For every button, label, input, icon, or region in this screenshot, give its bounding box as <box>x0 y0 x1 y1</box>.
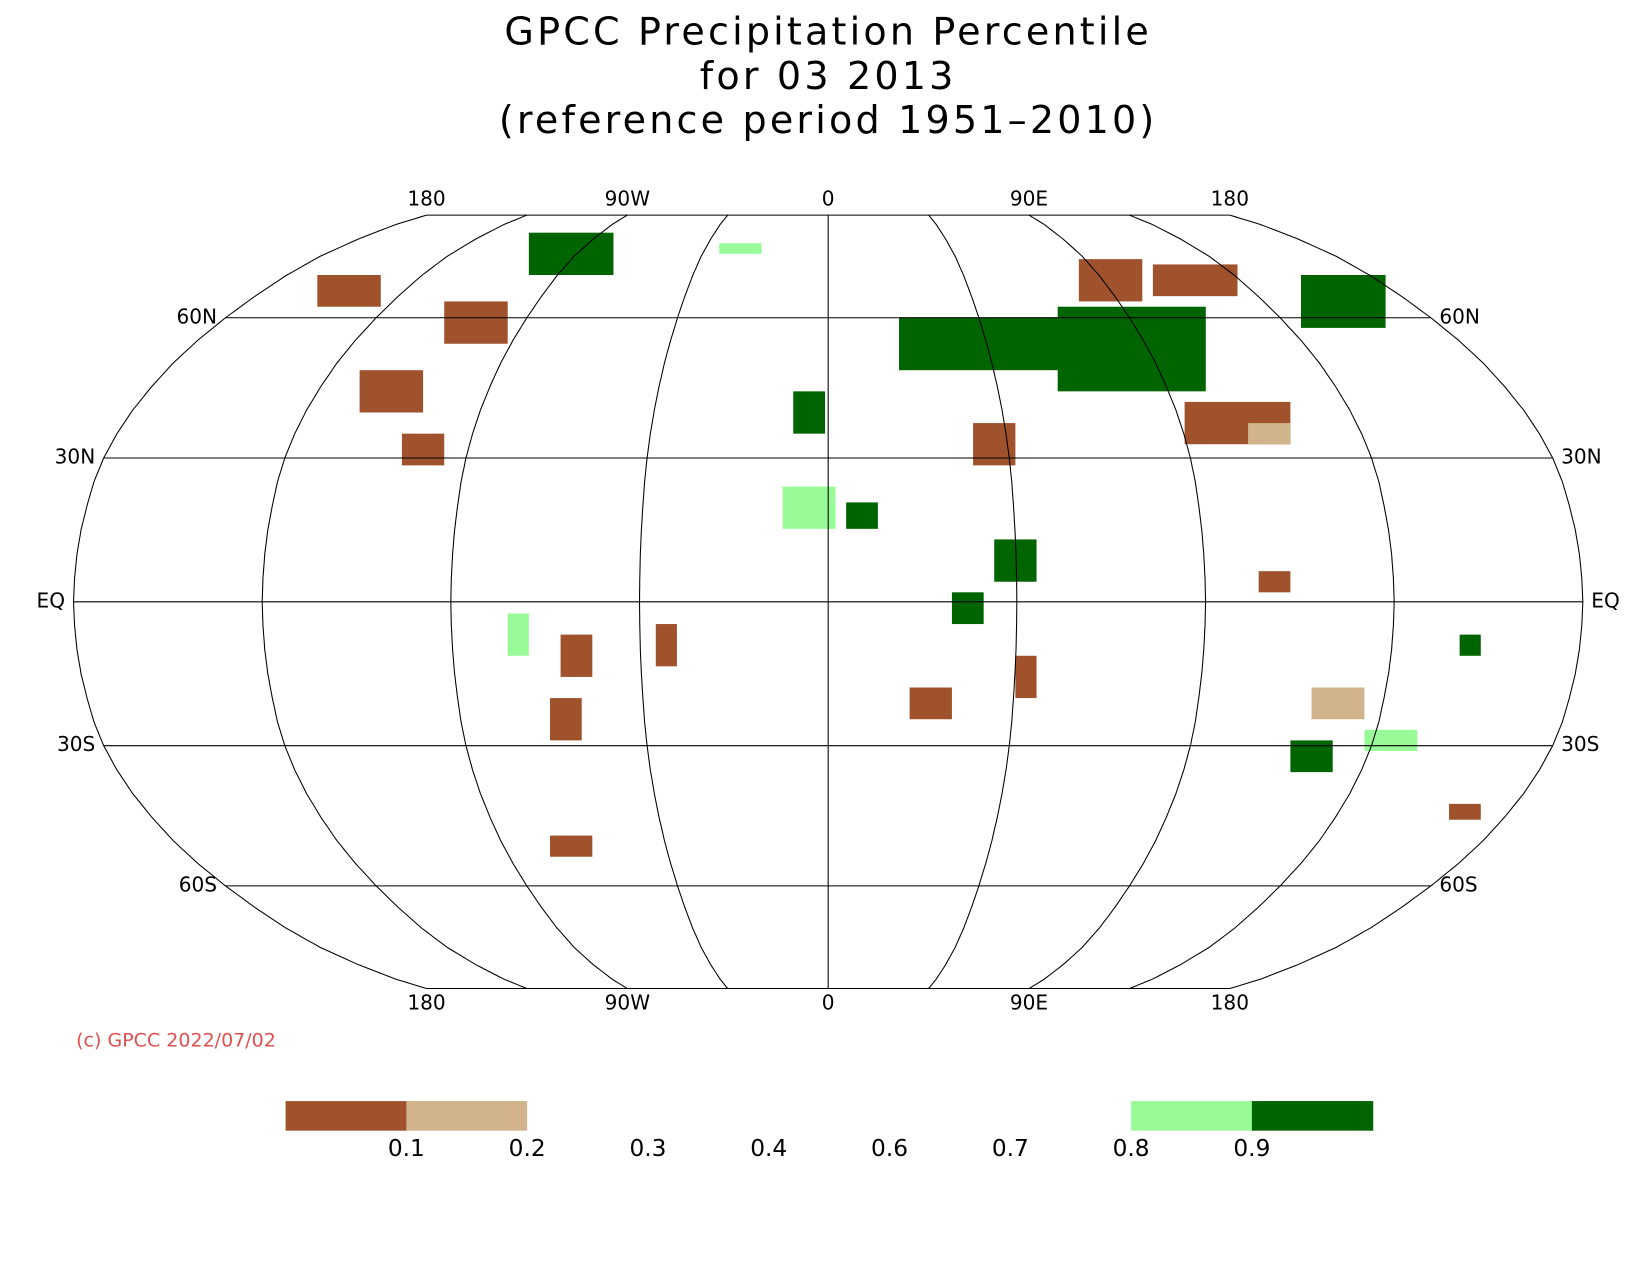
lon-label: 0 <box>822 186 835 210</box>
lon-label: 90W <box>605 990 651 1014</box>
lat-label: EQ <box>1591 588 1620 612</box>
lat-label: 30N <box>1561 444 1602 468</box>
colorbar-swatch <box>406 1101 528 1131</box>
colorbar-swatch <box>647 1101 770 1131</box>
colorbar-tick-label: 0.2 <box>509 1135 546 1162</box>
colorbar-tick-label: 0.4 <box>750 1135 787 1162</box>
colorbar-swatch <box>285 1101 407 1131</box>
lon-label: 90W <box>605 186 651 210</box>
lon-label: 180 <box>407 990 445 1014</box>
lat-label: 30N <box>55 444 96 468</box>
colorbar-tick-label: 0.1 <box>388 1135 425 1162</box>
lat-label: EQ <box>37 588 66 612</box>
lat-label: 30S <box>1561 732 1599 756</box>
title-line: for 03 2013 <box>700 54 957 98</box>
lat-label: 60S <box>1439 872 1477 896</box>
lon-label: 180 <box>1211 186 1249 210</box>
lon-label: 180 <box>407 186 445 210</box>
colorbar-tick-label: 0.6 <box>871 1135 908 1162</box>
colorbar-swatch <box>1131 1101 1253 1131</box>
precip-patches <box>317 232 1481 857</box>
lat-label: 30S <box>57 732 95 756</box>
colorbar-swatch <box>768 1101 891 1131</box>
credit: (c) GPCC 2022/07/02 <box>76 1029 276 1051</box>
colorbar-tick-label: 0.3 <box>629 1135 666 1162</box>
colorbar-swatch <box>889 1101 1011 1131</box>
title-line: (reference period 1951–2010) <box>499 98 1158 142</box>
colorbar-tick-label: 0.8 <box>1113 1135 1150 1162</box>
lon-label: 90E <box>1010 186 1048 210</box>
colorbar-tick-label: 0.9 <box>1233 1135 1270 1162</box>
colorbar-swatch <box>1010 1101 1132 1131</box>
colorbar-swatch <box>527 1101 649 1131</box>
lat-label: 60S <box>179 872 217 896</box>
colorbar-tick-label: 0.7 <box>992 1135 1029 1162</box>
lat-label: 60N <box>1439 304 1480 328</box>
lon-label: 180 <box>1211 990 1249 1014</box>
title-line: GPCC Precipitation Percentile <box>504 9 1152 53</box>
lon-label: 90E <box>1010 990 1048 1014</box>
lon-label: 0 <box>822 990 835 1014</box>
colorbar-swatch <box>1251 1101 1374 1131</box>
lat-label: 60N <box>176 304 217 328</box>
